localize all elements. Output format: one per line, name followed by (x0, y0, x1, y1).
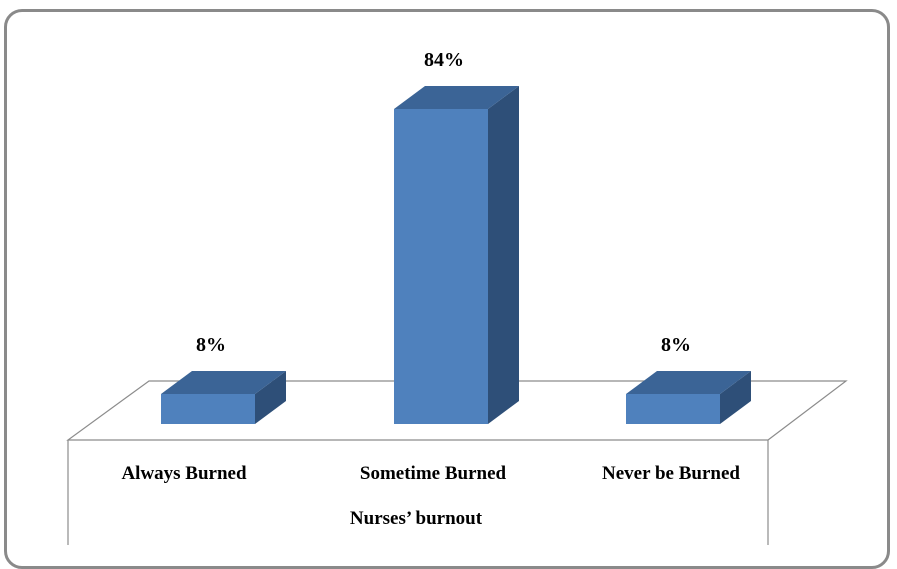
bar-front-face (626, 394, 720, 424)
bar-series (161, 86, 751, 424)
bar-chart: 8% 84% 8% Always Burned Sometime Burned Neve… (66, 49, 848, 545)
data-label: 84% (424, 49, 464, 71)
category-label: Sometime Burned (360, 463, 507, 484)
bar-front-face (394, 109, 488, 424)
bar-2 (394, 86, 519, 424)
bar-side-face (488, 86, 519, 424)
category-label: Always Burned (121, 463, 247, 484)
bar-top-face (394, 86, 519, 109)
data-label: 8% (196, 334, 226, 356)
bar-top-face (161, 371, 286, 394)
bar-front-face (161, 394, 255, 424)
data-labels: 8% 84% 8% (196, 49, 691, 356)
x-axis-title: Nurses’ burnout (350, 508, 483, 529)
data-label: 8% (661, 334, 691, 356)
category-labels: Always Burned Sometime Burned Never be Bur… (121, 463, 740, 484)
category-label: Never be Burned (602, 463, 740, 484)
bar-3 (626, 371, 751, 424)
bar-top-face (626, 371, 751, 394)
bar-side-face (255, 371, 286, 424)
bar-side-face (720, 371, 751, 424)
bar-1 (161, 371, 286, 424)
